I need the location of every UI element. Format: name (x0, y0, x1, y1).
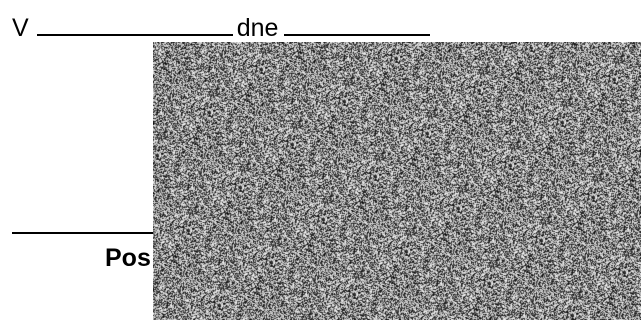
date-blank (284, 8, 431, 36)
place-prefix: V (12, 14, 29, 42)
noise-overlay (153, 42, 641, 320)
signature-line (12, 232, 162, 234)
date-prefix: dne (236, 14, 279, 42)
place-blank (36, 8, 233, 36)
signature-label: Pos (105, 244, 151, 272)
